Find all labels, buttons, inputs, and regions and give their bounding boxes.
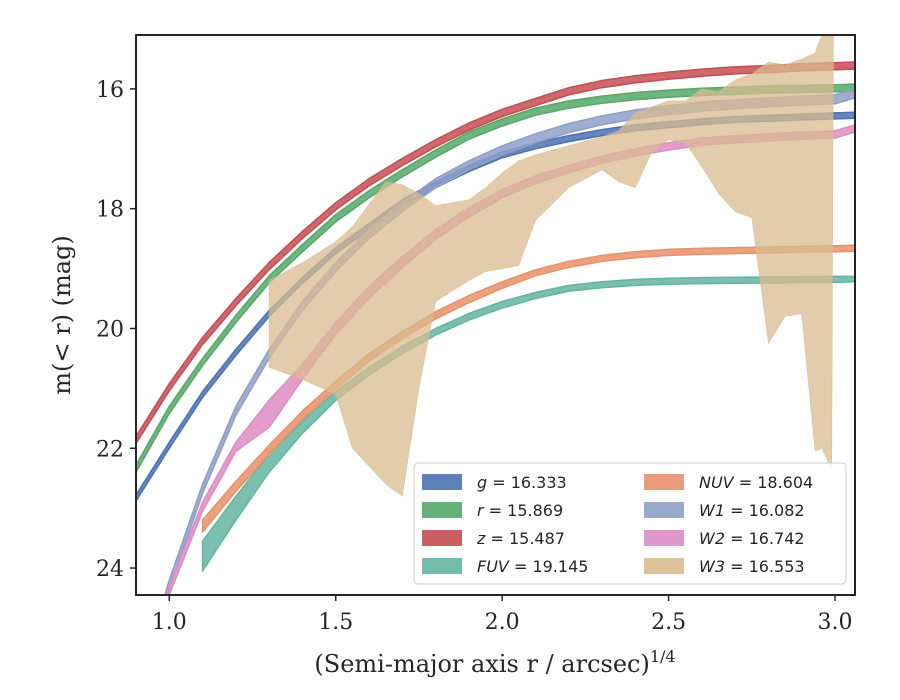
x-axis: 1.0 1.5 2.0 2.5 3.0 [152,595,853,635]
legend-swatch [644,474,684,490]
y-tick-label: 16 [96,78,124,103]
y-tick-label: 20 [96,317,124,342]
legend-swatch [644,558,684,574]
legend-label: z = 15.487 [476,529,565,548]
legend-swatch [422,502,462,518]
x-tick-label: 2.5 [651,610,686,635]
legend-label: NUV = 18.604 [699,473,813,492]
legend-item-z: z = 15.487 [422,529,565,548]
legend-label: W3 = 16.553 [699,557,805,576]
plot-area [136,35,855,595]
x-tick-label: 2.0 [485,610,520,635]
y-tick-label: 18 [96,198,124,223]
series-band-z [136,61,855,445]
legend-label: W2 = 16.742 [699,529,805,548]
legend-label: FUV = 19.145 [477,557,588,576]
x-tick-label: 1.0 [152,610,187,635]
y-tick-label: 22 [96,437,124,462]
legend-item-w2: W2 = 16.742 [644,529,805,548]
y-tick-label: 24 [96,557,124,582]
legend-swatch [644,530,684,546]
legend-swatch [644,502,684,518]
legend-label: W1 = 16.082 [699,501,805,520]
legend-item-w1: W1 = 16.082 [644,501,805,520]
plot-frame [135,34,856,596]
legend-swatch [422,558,462,574]
legend-swatch [422,530,462,546]
x-axis-label-superscript: 1/4 [650,647,676,666]
x-axis-label-main: (Semi-major axis r / arcsec) [314,650,649,678]
legend-frame [413,462,847,585]
legend-item-w3: W3 = 16.553 [644,557,805,576]
legend-label: r = 15.869 [477,501,563,520]
legend-swatch [422,474,462,490]
y-axis: 16 18 20 22 24 [96,78,136,582]
x-tick-label: 1.5 [318,610,353,635]
legend-item-nuv: NUV = 18.604 [644,473,813,492]
legend-item-g: g = 16.333 [422,473,567,492]
legend-label: g = 16.333 [477,473,567,492]
series-band-r [136,83,855,473]
legend-item-fuv: FUV = 19.145 [422,557,588,576]
y-axis-label: m(< r) (mag) [48,235,76,394]
series-band-w3 [268,35,834,497]
x-tick-label: 3.0 [818,610,853,635]
legend-item-r: r = 15.869 [422,501,563,520]
x-axis-label: (Semi-major axis r / arcsec)1/4 [314,647,675,678]
legend: g = 16.333 r = 15.869 z = 15.487 FUV = 19.1… [413,462,847,585]
